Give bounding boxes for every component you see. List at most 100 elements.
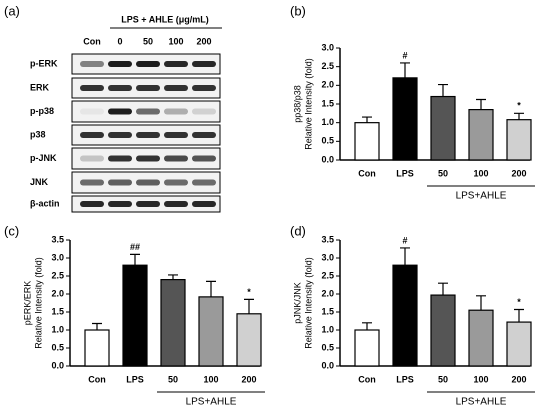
group-label: LPS+AHLE	[186, 397, 237, 407]
x-tick-label: Con	[358, 168, 376, 178]
panel-label: (c)	[4, 223, 19, 238]
bar	[354, 329, 380, 367]
y-tick-label: 0.0	[321, 154, 334, 164]
error-bar	[362, 322, 372, 330]
error-bar	[400, 62, 410, 78]
y-tick-label: 2.5	[321, 61, 334, 71]
row-label: ERK	[30, 82, 50, 92]
y-axis-label: Relative Intensity (fold)	[303, 58, 313, 150]
band	[108, 179, 132, 186]
lane-label: 200	[196, 36, 211, 46]
band	[108, 61, 132, 67]
band	[192, 155, 216, 162]
lane-label: 100	[168, 36, 183, 46]
error-bar	[206, 280, 216, 297]
y-axis-label: Relative Intensity (fold)	[303, 257, 313, 349]
y-axis-label: pJNK/JNK	[292, 282, 302, 324]
band	[136, 132, 160, 138]
row-label: p-p38	[30, 106, 54, 116]
row-label: β-actin	[30, 198, 60, 208]
bar	[468, 108, 494, 161]
x-tick-label: 200	[511, 374, 526, 384]
y-tick-label: 3.5	[51, 234, 64, 244]
x-tick-label: LPS	[396, 168, 414, 178]
error-bar	[438, 83, 448, 97]
x-tick-label: LPS	[396, 374, 414, 384]
significance: ##	[130, 242, 140, 252]
band	[136, 108, 160, 115]
bar	[84, 329, 110, 367]
bar	[392, 264, 418, 367]
error-bar	[168, 274, 178, 280]
bar	[198, 296, 224, 367]
band	[192, 108, 216, 115]
error-bar	[476, 98, 486, 110]
bar	[430, 95, 456, 161]
significance: *	[517, 297, 521, 307]
y-tick-label: 1.5	[321, 306, 334, 316]
error-bar	[514, 112, 524, 120]
group-label: LPS+AHLE	[456, 191, 507, 202]
band	[80, 108, 104, 115]
band	[80, 132, 104, 138]
y-tick-label: 2.5	[51, 270, 64, 280]
y-tick-label: 1.5	[321, 98, 334, 108]
blot-header: LPS + AHLE (μg/mL)	[121, 14, 208, 24]
y-tick-label: 3.5	[321, 234, 334, 244]
band	[164, 132, 188, 138]
error-bar	[400, 247, 410, 266]
bar	[468, 309, 494, 367]
y-axis-label: Relative Intensity (fold)	[33, 257, 43, 349]
band	[164, 179, 188, 186]
error-bar	[362, 116, 372, 123]
y-tick-label: 1.0	[321, 117, 334, 127]
x-tick-label: 200	[511, 168, 526, 178]
y-axis-label: pp38/p38	[292, 85, 302, 123]
band	[164, 155, 188, 162]
x-tick-label: 50	[438, 374, 448, 384]
band	[164, 201, 188, 207]
band	[108, 132, 132, 138]
band	[108, 108, 132, 115]
y-tick-label: 3.0	[321, 42, 334, 52]
y-tick-label: 1.0	[321, 324, 334, 334]
band	[80, 179, 104, 186]
x-tick-label: 50	[438, 168, 448, 178]
band	[136, 85, 160, 91]
band	[80, 201, 104, 207]
bar	[430, 294, 456, 367]
x-tick-label: Con	[88, 374, 106, 384]
error-bar	[476, 295, 486, 311]
bar	[506, 119, 532, 161]
panel-label: (b)	[290, 3, 306, 18]
band	[108, 155, 132, 162]
error-bar	[438, 282, 448, 296]
bar	[236, 313, 262, 367]
band	[80, 85, 104, 91]
group-label: LPS+AHLE	[456, 397, 507, 407]
y-tick-label: 1.5	[51, 306, 64, 316]
significance: *	[247, 287, 251, 297]
y-tick-label: 0.5	[321, 136, 334, 146]
bar	[392, 77, 418, 161]
row-label: JNK	[30, 177, 49, 187]
band	[192, 61, 216, 67]
band	[80, 155, 104, 162]
y-tick-label: 2.5	[321, 270, 334, 280]
bar	[122, 264, 148, 367]
x-tick-label: 100	[473, 168, 488, 178]
lane-label: 0	[117, 36, 122, 46]
significance: *	[517, 101, 521, 111]
band	[80, 61, 104, 67]
error-bar	[244, 298, 254, 314]
significance: #	[402, 50, 407, 60]
x-tick-label: 50	[168, 374, 178, 384]
y-tick-label: 0.0	[321, 360, 334, 370]
y-tick-label: 1.0	[51, 324, 64, 334]
bar	[506, 321, 532, 367]
band	[192, 85, 216, 91]
x-tick-label: 100	[203, 374, 218, 384]
panel-label: (d)	[290, 223, 306, 238]
x-tick-label: LPS	[126, 374, 144, 384]
